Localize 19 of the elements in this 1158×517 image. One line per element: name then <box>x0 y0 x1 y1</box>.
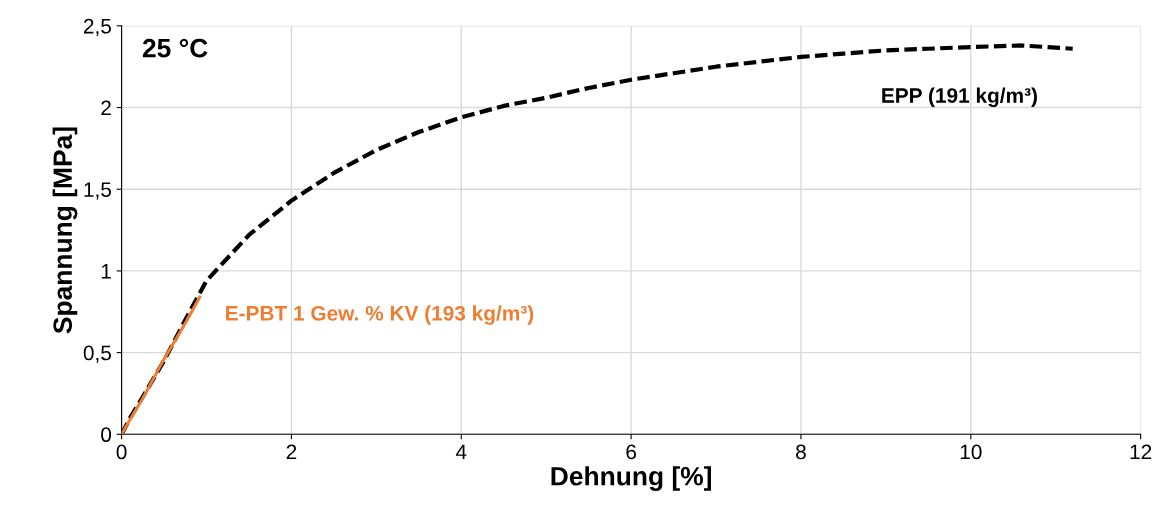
series-label: EPP (191 kg/m³) <box>882 87 1037 108</box>
y-tick-label: 1,5 <box>84 182 111 200</box>
y-axis-title: Spannung [MPa] <box>52 127 78 334</box>
x-tick-label: 2 <box>286 444 297 460</box>
x-tick-label: 6 <box>626 444 636 460</box>
y-tick-label: 1 <box>101 264 111 279</box>
y-tick-label: 2 <box>101 100 111 116</box>
x-tick-label: 12 <box>1130 444 1152 460</box>
x-axis-title: Dehnung [%] <box>551 466 711 491</box>
series-label: E-PBT 1 Gew. % KV (193 kg/m³) <box>226 305 534 325</box>
y-tick-label: 0 <box>101 427 112 443</box>
y-tick-label: 0,5 <box>83 345 111 363</box>
y-tick-label: 2,5 <box>83 18 111 37</box>
line-series <box>121 295 202 435</box>
x-tick-label: 0 <box>116 444 127 460</box>
x-tick-label: 10 <box>960 444 982 460</box>
x-tick-label: 8 <box>796 444 806 460</box>
annotation: 25 °C <box>142 38 208 58</box>
x-tick-label: 4 <box>455 444 467 460</box>
